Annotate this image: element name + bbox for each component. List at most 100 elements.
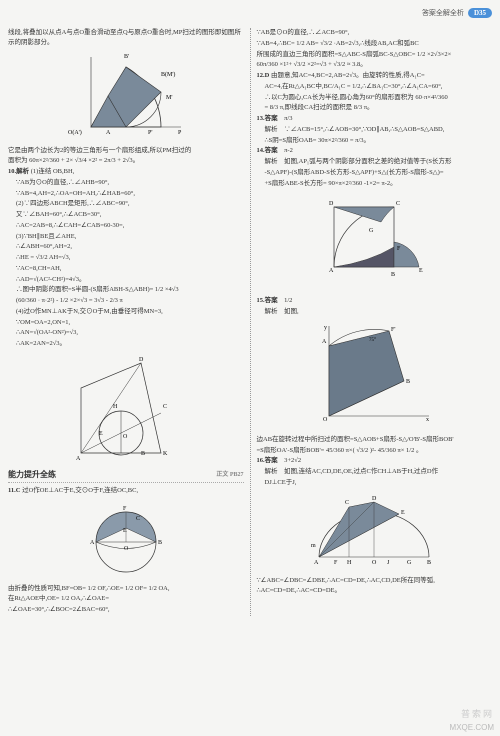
svg-text:A: A (314, 560, 319, 566)
q10-s1: ∵AB为⊙O的直径,∴∠AHB=90°, (8, 178, 244, 188)
q10-s11: ∴图中阴影的面积=S半圆-(S扇形ABH-S△ABH)= 1/2 ×4√3 (8, 285, 244, 295)
figure-q11: F C E A O B (76, 500, 176, 580)
svg-text:B: B (158, 540, 162, 546)
svg-text:x: x (426, 417, 429, 423)
section-ref: 正文 PB27 (216, 469, 243, 478)
q16-a0: ∵∠ABC=∠DBC=∠DBE,∴AC=CD=DE,∴AC,CD,DE所在同等弧… (257, 576, 493, 586)
q10-s12: (60/360 · π·2²) - 1/2 ×2×√3 = 3√3 - 2/3 … (8, 296, 244, 306)
q13-ans: π/3 (284, 115, 292, 122)
q12-num: 12.D (257, 72, 270, 79)
r-top-0: ∵AB是⊙O的直径,∴∠ACB=90°, (257, 28, 493, 38)
q13-num: 13.答案 (257, 115, 278, 122)
svg-text:75°: 75° (369, 338, 376, 343)
svg-text:O(A'): O(A') (68, 129, 82, 136)
q10-s7: ∴∠ABH=60°,AH=2, (8, 242, 244, 252)
svg-text:B: B (391, 272, 395, 278)
right-column: ∵AB是⊙O的直径,∴∠ACB=90°, ∵AB=4,∴BC= 1/2 AB= … (257, 28, 493, 616)
svg-text:A: A (329, 268, 334, 274)
svg-text:C: C (396, 201, 400, 207)
svg-text:A: A (106, 130, 111, 136)
svg-text:C: C (163, 404, 167, 410)
column-divider (250, 28, 251, 616)
svg-text:F': F' (391, 327, 395, 333)
q15-a1: =S扇形OA'-S扇形BOB'= 45/360 π×( √3/2 )²- 45/… (257, 446, 493, 456)
svg-text:H: H (113, 404, 118, 410)
q14-t0: 解析 如图,AP₁弧与两个阴影部分面积之差的绝对值等于(S长方形 (257, 157, 493, 167)
q14-ans: π-2 (284, 147, 293, 154)
svg-text:M': M' (166, 95, 172, 101)
q10-s14: ∵OM=OA=2,ON=1, (8, 318, 244, 328)
q10-s13: (4)过O作MN⊥AK于N,交⊙O于M,由垂径可得MN=3, (8, 307, 244, 317)
q14-num: 14.答案 (257, 147, 278, 154)
svg-text:D: D (372, 496, 377, 502)
q12-t3: = 8/3 π,即线段CA扫过的面积是 8/3 π。 (257, 103, 493, 113)
svg-text:E: E (419, 268, 423, 274)
q10-s0: (1)连结 OB,BH, (31, 168, 75, 175)
q15-a0: 边AB在旋转过程中所扫过的面积=S△AOB+S扇形-S△/O'B'-S扇形BOB… (257, 435, 493, 445)
figure-q14: D A G C F B E (319, 192, 429, 292)
q16-ans: 3+2√2 (284, 457, 301, 464)
section-title: 能力提升全练 正文 PB27 (8, 469, 244, 483)
q10-s9: ∵AC=8,CH=AH, (8, 264, 244, 274)
q12-t1: AC=4,在Rt△A₁BC中,BC/A₁C = 1/2,∴∠BA₁C=30°,∴… (257, 82, 493, 92)
watermark-2: MXQE.COM (450, 723, 494, 732)
intro-text: 线段,将叠加以从点A与点O重合滑动至点Q与原点O重合时,MP扫过的图形即如图所示… (8, 28, 244, 48)
q10-s8: ∴HE = √3/2 AH=√3, (8, 253, 244, 263)
svg-text:B': B' (124, 54, 129, 60)
q10-s6: (3)∵BH∥BE且∠AHE, (8, 232, 244, 242)
q11-a0: 由折叠的性质可知,BF=OB= 1/2 OF,∴OE= 1/2 OF= 1/2 … (8, 584, 244, 594)
q10-s5: ∴AC=2AB=8,∴∠CAH=∠CAB=60-30=, (8, 221, 244, 231)
svg-text:C: C (345, 500, 349, 506)
q11-a1: 在Rt△AOE中,OE= 1/2 OA,∴∠OAE= (8, 594, 244, 604)
q12-t0: 由题意,知AC=4,BC=2,AB=2√3。由旋转的性质,得A₁C= (271, 72, 425, 79)
q16-a1: ∴AC=CD=DE,∴AC=CD=DE。 (257, 586, 493, 596)
q14-t2: +S扇形ABE-S长方形= 90×π×2²/360 -1×2= π-2。 (257, 179, 493, 189)
svg-text:H: H (347, 560, 352, 566)
r-top-3: 60π/360 ×1²+ √3/2 ×2²=√3 + √3/2 ≈ 3.8。 (257, 60, 493, 70)
q16-num: 16.答案 (257, 457, 278, 464)
svg-text:D: D (329, 201, 334, 207)
q14-t1: -S△APF)-(S扇形ABD-S长方形-S△APF)+S△(长方形-S扇形-S… (257, 168, 493, 178)
svg-text:G: G (369, 228, 374, 234)
svg-text:F: F (334, 560, 338, 566)
q15-num: 15.答案 (257, 297, 278, 304)
svg-text:A: A (90, 540, 95, 546)
q10-s2: ∵AB=4,AH=2,∴OA=OH=AH,∴∠HAB=60°, (8, 189, 244, 199)
q10-s16: ∴AK=2AN=2√3。 (8, 339, 244, 349)
svg-text:K: K (163, 451, 168, 457)
q10-s10: ∴AD=√(AC²-CH²)=4√3。 (8, 275, 244, 285)
svg-text:F: F (123, 506, 127, 512)
svg-text:O: O (124, 546, 129, 552)
figure-q15: A 75° F' O x B y (314, 321, 434, 431)
left-column: 线段,将叠加以从点A与点O重合滑动至点Q与原点O重合时,MP扫过的图形即如图所示… (8, 28, 244, 616)
q11-num: 11.C (8, 487, 20, 494)
q11-a2: ∴∠OAE=30°,∴∠BOC=2∠BAC=60°, (8, 605, 244, 615)
svg-text:C: C (136, 516, 140, 522)
q16-t0: 解析 如图,连结AC,CD,DE,OE,过点C作CH⊥AB于H,过点D作 (257, 467, 493, 477)
svg-text:A: A (76, 456, 81, 462)
q10-s3: (2)∵四边形ABCH是矩形,∴∠ABC=90°, (8, 199, 244, 209)
after-fig1-0: 它是由两个边长为2的等边三角形与一个扇形组成,所以PM扫过的 (8, 146, 244, 156)
svg-text:J: J (387, 560, 390, 566)
svg-text:G: G (407, 560, 412, 566)
q10-s15: ∴AN=√(OA²-ON²)=√3, (8, 328, 244, 338)
svg-text:E: E (99, 431, 103, 437)
q15-ans: 1/2 (284, 297, 292, 304)
q15-text: 解析 如图, (257, 307, 493, 317)
svg-text:B: B (141, 451, 145, 457)
q13-s1: ∴S阴=S扇形OAB= 30π×2²/360 = π/3。 (257, 136, 493, 146)
svg-text:P: P (178, 130, 182, 136)
q11-text: 过O作OE⊥AC于E,交⊙O于F,连结OC,BC, (22, 487, 138, 494)
svg-text:m: m (311, 543, 316, 549)
q13-s0: 解析 ∵∠ACB=15°,∴∠AOB=30°,∵OD∥AB,∴S△AOB=S△A… (257, 125, 493, 135)
figure-1: B' B(M') M' O(A') A P' P (66, 52, 186, 142)
svg-text:A: A (322, 339, 327, 345)
svg-text:E: E (401, 510, 405, 516)
svg-text:P': P' (148, 130, 152, 136)
main-content: 线段,将叠加以从点A与点O重合滑动至点Q与原点O重合时,MP扫过的图形即如图所示… (0, 0, 500, 624)
svg-text:D: D (139, 357, 144, 363)
q10-s4: 又∵∠BAH=60°,∴∠ACB=30°, (8, 210, 244, 220)
header-title: 答案全解全析 (422, 8, 464, 18)
section-title-text: 能力提升全练 (8, 470, 56, 479)
r-top-1: ∵AB=4,∴BC= 1/2 AB= √3/2 ·AB=2√3,∴线段AB,AC… (257, 39, 493, 49)
